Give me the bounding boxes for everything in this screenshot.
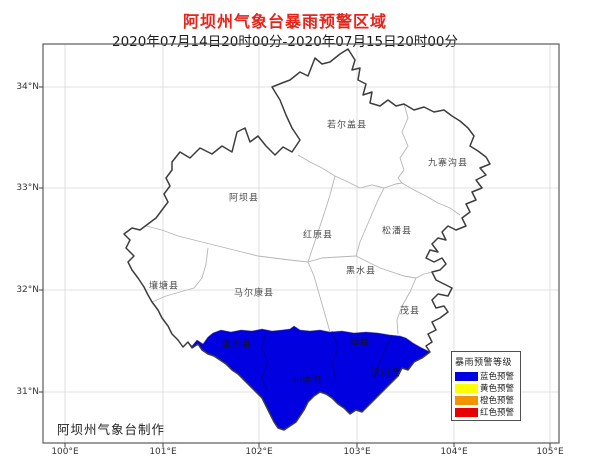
lon-tick-label: 102°E: [245, 447, 273, 457]
county-label: 金川县: [221, 339, 253, 350]
red-warning-swatch: [455, 407, 478, 417]
legend-item-label: 蓝色预警: [480, 372, 515, 382]
county-label: 若尔盖县: [326, 120, 368, 131]
lon-tick-label: 103°E: [343, 447, 371, 457]
lat-tick-label: 33°N: [16, 183, 39, 193]
lat-tick-label: 34°N: [16, 82, 39, 92]
county-label: 茂县: [399, 306, 421, 317]
county-label: 黑水县: [345, 266, 377, 277]
axis-ticks: [39, 86, 551, 447]
county-label: 红原县: [302, 230, 334, 241]
lon-tick-label: 104°E: [440, 447, 468, 457]
lat-tick-label: 31°N: [16, 387, 39, 397]
county-label: 九寨沟县: [427, 158, 469, 169]
legend-item: 红色预警: [455, 406, 520, 418]
legend-item-label: 橙色预警: [480, 396, 515, 406]
lat-tick-label: 32°N: [16, 285, 39, 295]
producer-credit: 阿坝州气象台制作: [57, 422, 166, 437]
prefecture-boundary: [123, 48, 491, 431]
blue-warning-swatch: [455, 371, 478, 381]
legend-item: 黄色预警: [455, 382, 520, 394]
map-title: 阿坝州气象台暴雨预警区域: [182, 12, 388, 31]
lon-tick-label: 105°E: [536, 447, 564, 457]
legend: 暴雨预警等级 蓝色预警 黄色预警 橙色预警 红色预警: [451, 351, 521, 421]
warned-county-borders: [261, 330, 393, 393]
legend-item-label: 红色预警: [480, 408, 515, 418]
orange-warning-swatch: [455, 395, 478, 405]
county-borders: [145, 103, 461, 335]
county-label: 汶川县: [370, 368, 402, 379]
lon-tick-label: 100°E: [51, 447, 79, 457]
legend-item: 蓝色预警: [455, 370, 520, 382]
legend-item-label: 黄色预警: [480, 384, 515, 394]
county-label: 松潘县: [381, 226, 413, 237]
county-label: 理县: [349, 337, 371, 348]
county-label: 壤塘县: [148, 281, 180, 292]
county-label: 小金县: [292, 376, 324, 387]
county-label: 马尔康县: [233, 288, 275, 299]
valid-period: 2020年07月14日20时00分-2020年07月15日20时00分: [111, 34, 459, 50]
yellow-warning-swatch: [455, 383, 478, 393]
county-label: 阿坝县: [228, 193, 260, 204]
map-frame: [42, 43, 560, 444]
legend-title: 暴雨预警等级: [455, 358, 513, 368]
legend-item: 橙色预警: [455, 394, 520, 406]
lon-tick-label: 101°E: [149, 447, 177, 457]
